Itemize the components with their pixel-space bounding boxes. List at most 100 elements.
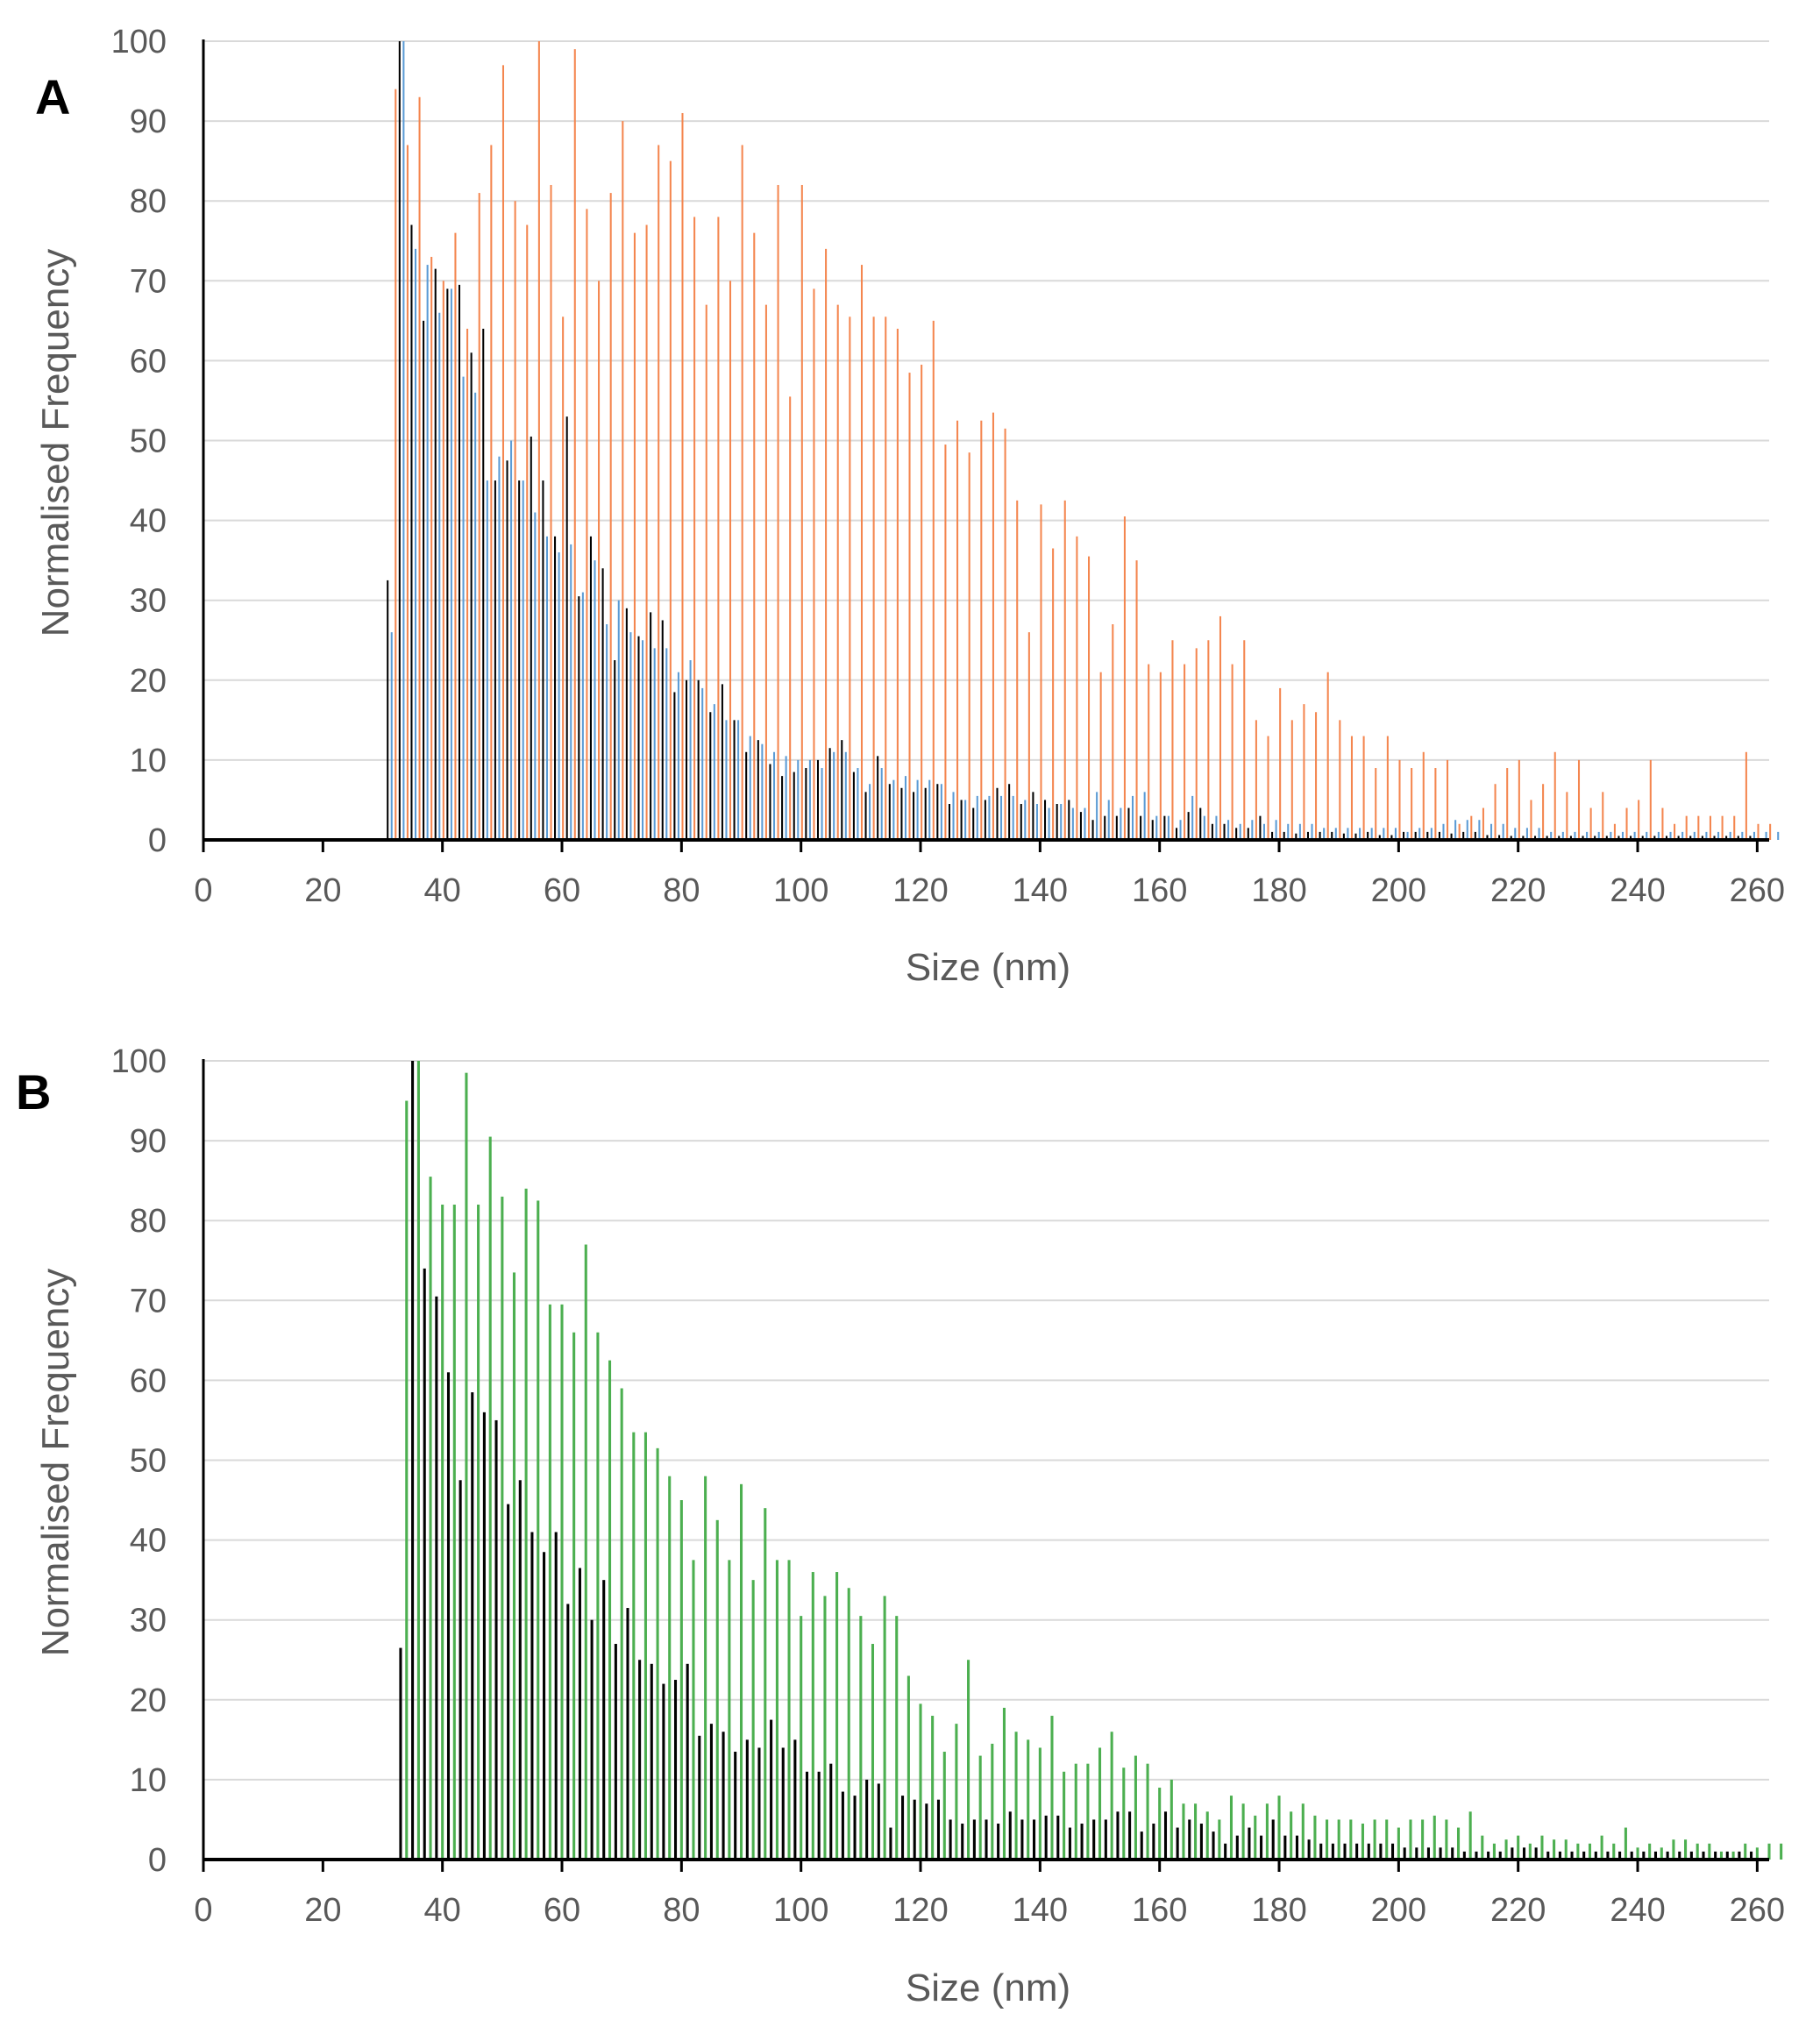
bar [733, 720, 736, 840]
bar [967, 1660, 970, 1860]
bar [1092, 1819, 1096, 1860]
bar [1498, 835, 1501, 840]
bar [1323, 828, 1326, 840]
bar [1290, 720, 1293, 840]
y-tick-label: 100 [111, 24, 167, 60]
bar [988, 795, 991, 840]
bar [895, 1616, 899, 1860]
bar [1326, 1819, 1329, 1860]
bar [931, 1716, 935, 1860]
bar [1184, 664, 1186, 840]
bar [1128, 1811, 1132, 1860]
bar [501, 65, 504, 840]
bar [1227, 820, 1230, 840]
bar [997, 1824, 1000, 1860]
bar [1355, 1843, 1359, 1860]
bar [728, 1560, 731, 1860]
x-tick-label: 140 [1013, 1892, 1068, 1929]
bar [940, 784, 942, 840]
bar [470, 352, 473, 840]
bar [1135, 560, 1138, 840]
bar [836, 304, 839, 840]
bar [1215, 815, 1218, 840]
bar [399, 1647, 402, 1860]
bar [1342, 833, 1345, 840]
bar [471, 1392, 474, 1860]
bar [734, 1752, 737, 1860]
bar [785, 756, 787, 840]
bar [1533, 836, 1537, 840]
bar [960, 800, 963, 840]
bar [1456, 1827, 1461, 1860]
x-tick-label: 80 [663, 872, 700, 909]
bar [1625, 807, 1628, 840]
bar [1207, 640, 1210, 840]
bar [506, 460, 508, 840]
bar [1589, 807, 1592, 840]
bar [1470, 815, 1473, 840]
bar [1674, 823, 1676, 840]
x-tick-label: 220 [1490, 1892, 1546, 1929]
bar [601, 568, 604, 840]
bar [622, 121, 624, 841]
bar [1403, 831, 1405, 840]
bar [1251, 820, 1254, 840]
bar [1048, 807, 1050, 840]
bar [656, 1447, 659, 1860]
bar [645, 224, 648, 840]
bar [985, 1819, 988, 1860]
bar [925, 1803, 928, 1860]
bar [781, 776, 784, 840]
bar [1044, 1815, 1048, 1860]
y-tick-label: 100 [111, 1043, 167, 1080]
bar [387, 580, 389, 840]
bar [697, 679, 700, 840]
bar [1176, 1827, 1179, 1860]
bar [620, 1388, 623, 1860]
bar [717, 217, 720, 841]
bar [692, 1560, 695, 1860]
bar [1076, 536, 1078, 840]
bar [1749, 836, 1752, 840]
bar [1271, 831, 1274, 840]
bar [609, 193, 612, 841]
bar [1391, 1843, 1395, 1860]
bar [1451, 1847, 1454, 1860]
bar [896, 328, 899, 841]
bar [1602, 792, 1604, 840]
x-tick-label: 140 [1013, 872, 1068, 909]
bar [1098, 1747, 1102, 1860]
x-tick-label: 160 [1132, 1892, 1187, 1929]
bar [454, 232, 457, 840]
bar [1287, 823, 1290, 840]
bar [614, 1644, 617, 1860]
x-tick-label: 0 [194, 1892, 212, 1929]
bar [1522, 836, 1525, 840]
bar [1745, 751, 1747, 840]
bar [1379, 1843, 1383, 1860]
bar [1454, 820, 1457, 840]
bar [1731, 1851, 1735, 1860]
y-tick-label: 80 [130, 1203, 167, 1240]
bar [944, 445, 947, 840]
bar [1112, 624, 1114, 840]
bar [1347, 828, 1349, 840]
bar [1032, 792, 1034, 840]
bar [1421, 1819, 1425, 1860]
bar [1511, 1847, 1514, 1860]
bar [928, 779, 931, 840]
bar [880, 768, 883, 840]
bar [1203, 815, 1205, 840]
bar [653, 648, 656, 840]
bar [841, 740, 843, 841]
bar [1406, 831, 1409, 840]
bar [1638, 800, 1640, 840]
bar [1721, 815, 1724, 840]
bar [1409, 1819, 1412, 1860]
bar [1104, 815, 1106, 840]
bar [1777, 831, 1780, 840]
x-tick-label: 200 [1371, 872, 1426, 909]
bar [1063, 500, 1066, 840]
bar [811, 1572, 814, 1860]
bar [596, 1332, 600, 1860]
